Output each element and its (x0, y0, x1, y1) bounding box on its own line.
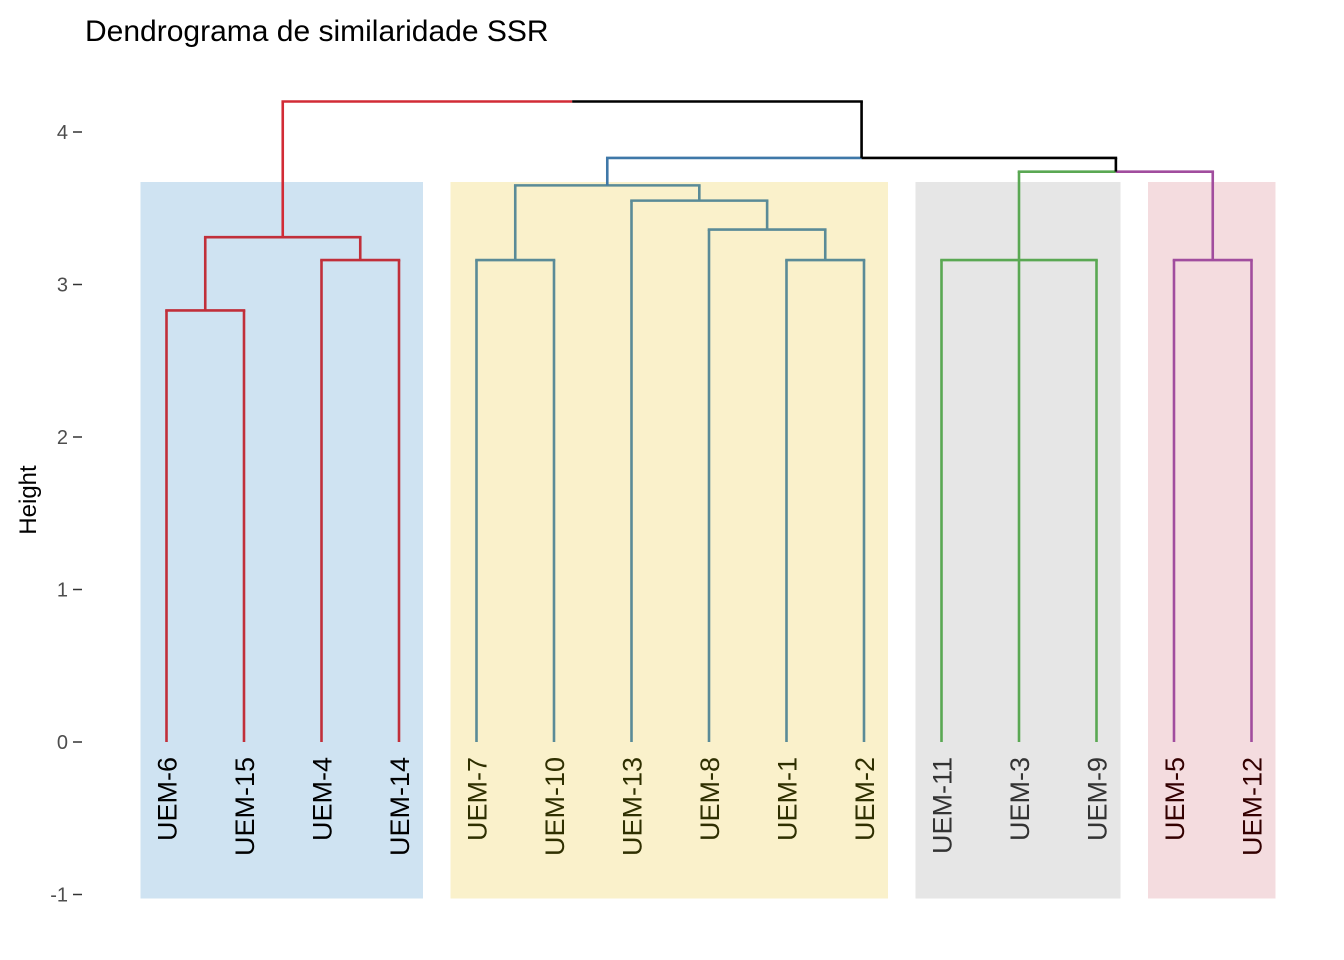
leaf-label-uem-14: UEM-14 (385, 757, 415, 856)
leaf-label-uem-10: UEM-10 (540, 757, 570, 856)
y-tick-label-2: 2 (57, 427, 68, 449)
leaf-label-uem-6: UEM-6 (153, 757, 183, 841)
dendrogram-branches (165, 100, 1253, 742)
y-axis-label: Height (15, 465, 42, 535)
leaf-label-uem-4: UEM-4 (308, 757, 338, 841)
leaf-label-uem-7: UEM-7 (463, 757, 493, 841)
cluster-4-rect (1148, 182, 1276, 899)
leaf-label-uem-2: UEM-2 (850, 757, 880, 841)
cluster-rectangles (140, 182, 1276, 899)
leaf-label-uem-1: UEM-1 (773, 757, 803, 841)
y-tick-label--1: -1 (50, 885, 68, 907)
leaf-label-uem-12: UEM-12 (1238, 757, 1268, 856)
leaf-label-uem-15: UEM-15 (230, 757, 260, 856)
y-tick-label-4: 4 (57, 122, 68, 144)
merge-13 (281, 100, 863, 238)
leaf-label-uem-3: UEM-3 (1005, 757, 1035, 841)
leaf-label-uem-13: UEM-13 (618, 757, 648, 856)
leaf-label-uem-8: UEM-8 (695, 757, 725, 841)
cluster-1-rect (140, 182, 423, 899)
y-tick-label-0: 0 (57, 732, 68, 754)
cluster-2-rect (450, 182, 888, 899)
merge-9 (940, 258, 1098, 742)
y-axis: -1 0 1 2 3 4 (50, 122, 82, 907)
y-tick-label-3: 3 (57, 275, 68, 297)
leaf-label-uem-9: UEM-9 (1083, 757, 1113, 841)
y-tick-label-1: 1 (57, 580, 68, 602)
merge-11 (1017, 170, 1215, 261)
leaf-label-uem-11: UEM-11 (928, 757, 958, 854)
leaf-label-uem-5: UEM-5 (1160, 757, 1190, 841)
merge-12 (605, 156, 1118, 186)
leaf-labels: UEM-6 UEM-15 UEM-4 UEM-14 UEM-7 UEM-10 UEM-13 U… (153, 757, 1268, 856)
chart-title: Dendrograma de similaridade SSR (85, 15, 549, 48)
